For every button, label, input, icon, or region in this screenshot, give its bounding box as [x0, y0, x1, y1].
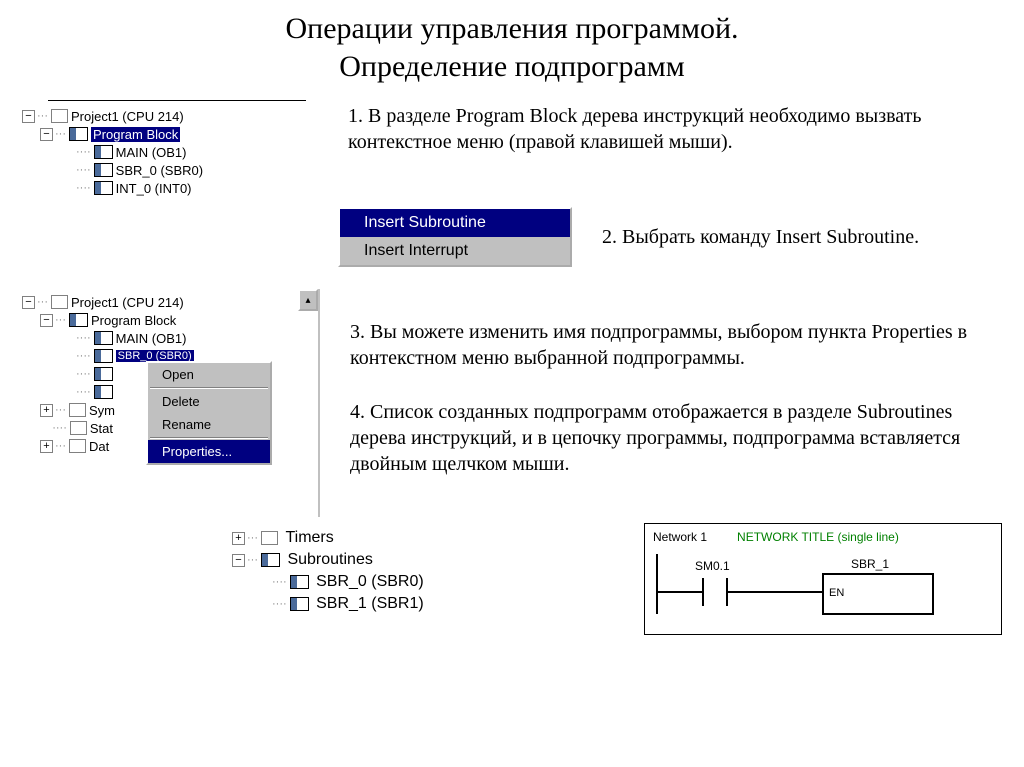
expand-icon[interactable]: + [40, 404, 53, 417]
block-icon [94, 331, 113, 345]
menu-properties[interactable]: Properties... [148, 440, 270, 463]
tree-timers[interactable]: + ··· Timers [232, 527, 492, 549]
tree-leaf[interactable]: ···· SBR_0 (SBR0) [22, 161, 318, 179]
tree-view-3: + ··· Timers − ··· Subroutines ···· SBR_… [230, 523, 494, 619]
tree-root[interactable]: − ··· Project1 (CPU 214) [22, 293, 316, 311]
block-icon [69, 313, 88, 327]
tree-program-block[interactable]: − ··· Program Block [22, 125, 318, 143]
menu-open[interactable]: Open [148, 363, 270, 386]
expand-icon[interactable]: + [40, 440, 53, 453]
block-icon [290, 597, 309, 611]
en-label: EN [829, 587, 844, 599]
block-icon [290, 575, 309, 589]
block-icon [94, 181, 113, 195]
tree-view-2: ▴ − ··· Project1 (CPU 214) − ··· Program… [20, 289, 320, 517]
block-label: SBR_1 [851, 557, 889, 571]
step-1-text: 1. В разделе Program Block дерева инстру… [320, 103, 1004, 155]
properties-context-menu: Open Delete Rename Properties... [146, 361, 272, 465]
menu-rename[interactable]: Rename [148, 413, 270, 436]
block-icon [261, 553, 280, 567]
page-title: Операции управления программой. Определе… [20, 10, 1004, 85]
step-3-text: 3. Вы можете изменить имя подпрограммы, … [350, 319, 1004, 371]
project-icon [51, 295, 68, 309]
block-icon [94, 367, 113, 381]
block-icon [94, 163, 113, 177]
collapse-icon[interactable]: − [40, 314, 53, 327]
menu-delete[interactable]: Delete [148, 390, 270, 413]
folder-icon [261, 531, 278, 545]
tree-leaf[interactable]: ···· MAIN (OB1) [22, 143, 318, 161]
project-icon [51, 109, 68, 123]
tree-leaf[interactable]: ···· SBR_1 (SBR1) [232, 593, 492, 615]
collapse-icon[interactable]: − [22, 296, 35, 309]
folder-icon [69, 403, 86, 417]
tree-view-1: − ··· Project1 (CPU 214) − ··· Program B… [20, 103, 320, 201]
tree-program-block[interactable]: − ··· Program Block [22, 311, 316, 329]
step-4-text: 4. Список созданных подпрограмм отобража… [350, 399, 1004, 477]
insert-context-menu: Insert Subroutine Insert Interrupt [338, 207, 572, 267]
ladder-svg: SM0.1 SBR_1 EN [653, 544, 973, 616]
menu-insert-subroutine[interactable]: Insert Subroutine [340, 209, 570, 237]
ladder-diagram: Network 1 NETWORK TITLE (single line) SM… [644, 523, 1002, 635]
selected-node-label: Program Block [91, 127, 180, 142]
contact-label: SM0.1 [695, 559, 730, 573]
network-label: Network 1 [653, 530, 707, 544]
collapse-icon[interactable]: − [40, 128, 53, 141]
block-icon [94, 349, 113, 363]
folder-icon [69, 439, 86, 453]
collapse-icon[interactable]: − [22, 110, 35, 123]
collapse-icon[interactable]: − [232, 554, 245, 567]
scroll-up-icon[interactable]: ▴ [298, 289, 318, 311]
block-icon [94, 145, 113, 159]
tree-leaf[interactable]: ···· MAIN (OB1) [22, 329, 316, 347]
menu-insert-interrupt[interactable]: Insert Interrupt [340, 237, 570, 265]
tree-subroutines[interactable]: − ··· Subroutines [232, 549, 492, 571]
block-icon [69, 127, 88, 141]
step-2-text: 2. Выбрать команду Insert Subroutine. [572, 224, 1004, 250]
tree-leaf[interactable]: ···· INT_0 (INT0) [22, 179, 318, 197]
expand-icon[interactable]: + [232, 532, 245, 545]
tree-root[interactable]: − ··· Project1 (CPU 214) [22, 107, 318, 125]
network-title: NETWORK TITLE (single line) [737, 530, 899, 544]
title-divider [48, 100, 306, 101]
tree-leaf[interactable]: ···· SBR_0 (SBR0) [232, 571, 492, 593]
block-icon [94, 385, 113, 399]
folder-icon [70, 421, 87, 435]
